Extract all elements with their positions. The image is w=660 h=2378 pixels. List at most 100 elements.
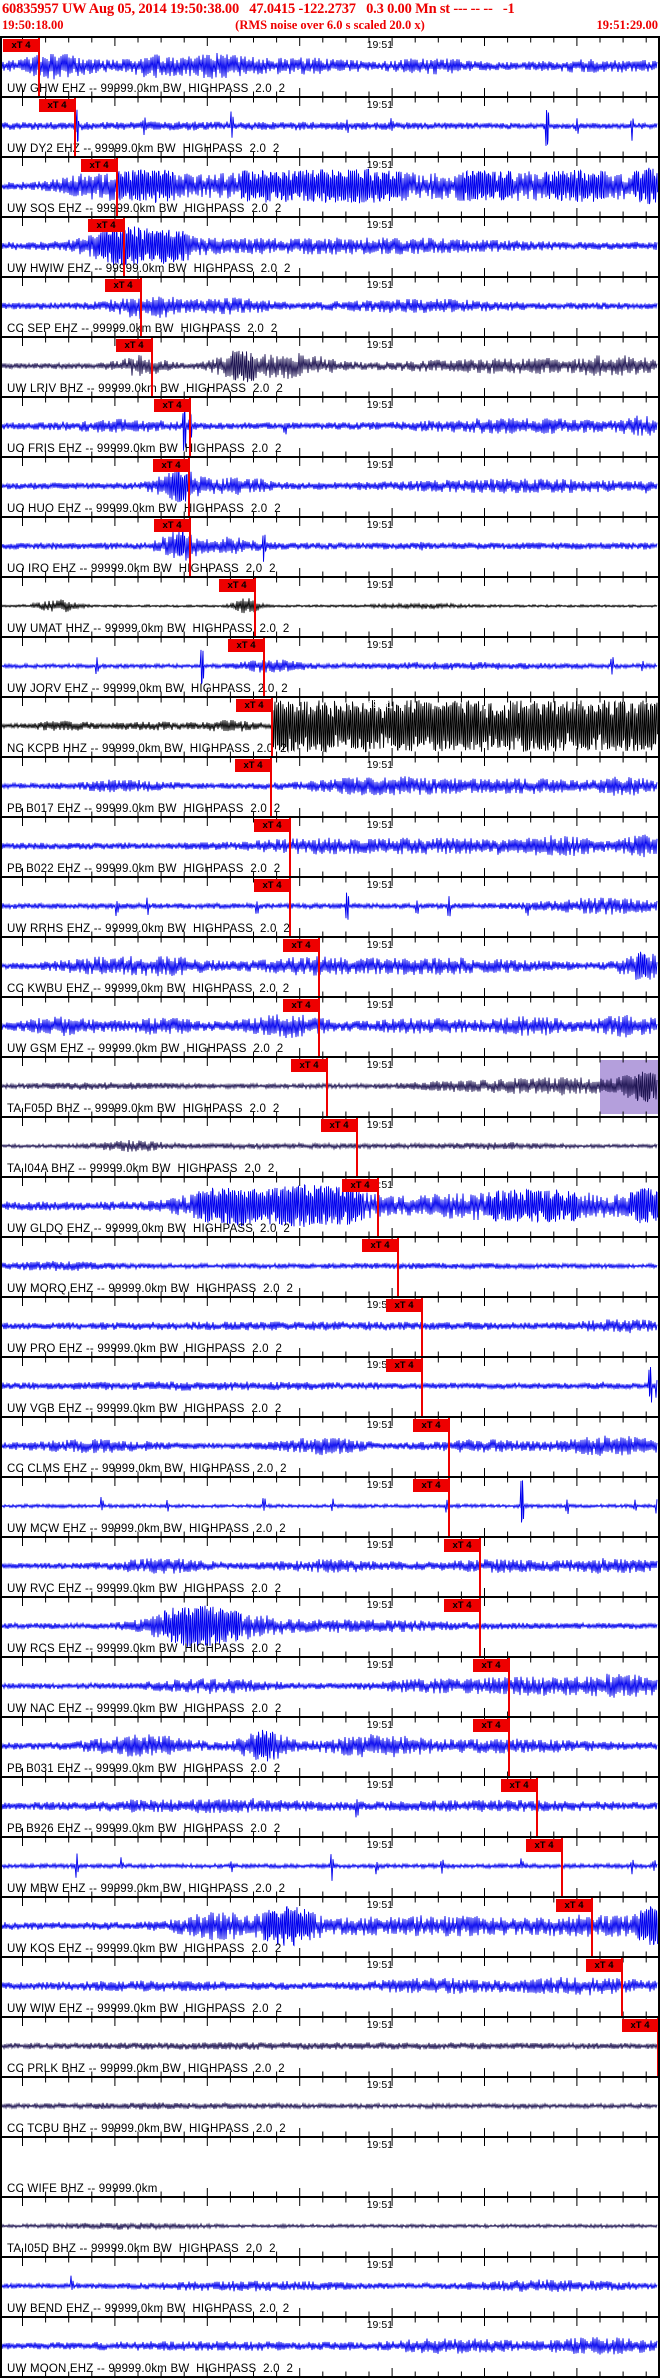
waveform[interactable] bbox=[2, 338, 658, 396]
waveform[interactable] bbox=[2, 1778, 658, 1836]
trace-row[interactable]: 19:51 UO FRIS EHZ -- 99999.0km BW HIGHPAS… bbox=[2, 396, 658, 456]
pick-flag[interactable]: xT 4 bbox=[386, 1359, 422, 1372]
pick-flag[interactable]: xT 4 bbox=[154, 519, 190, 532]
pick-flag[interactable]: xT 4 bbox=[444, 1599, 480, 1612]
waveform[interactable] bbox=[2, 38, 658, 96]
trace-row[interactable]: 19:51 UW MBW EHZ -- 99999.0km BW HIGHPASS… bbox=[2, 1836, 658, 1896]
trace-row[interactable]: 19:51 TA I05D BHZ -- 99999.0km BW HIGHPAS… bbox=[2, 2196, 658, 2256]
trace-row[interactable]: 19:51 UW MORQ EHZ -- 99999.0km BW HIGHPAS… bbox=[2, 1236, 658, 1296]
pick-flag[interactable]: xT 4 bbox=[254, 879, 290, 892]
trace-row[interactable]: 19:51 UW MCW EHZ -- 99999.0km BW HIGHPASS… bbox=[2, 1476, 658, 1536]
pick-flag[interactable]: xT 4 bbox=[228, 639, 264, 652]
trace-row[interactable]: 19:51 CC TCBU BHZ -- 99999.0km BW HIGHPAS… bbox=[2, 2076, 658, 2136]
waveform[interactable] bbox=[2, 998, 658, 1056]
waveform[interactable] bbox=[2, 218, 658, 276]
waveform[interactable] bbox=[2, 2018, 658, 2076]
trace-row[interactable]: 19:51 UW SOS EHZ -- 99999.0km BW HIGHPASS… bbox=[2, 156, 658, 216]
waveform[interactable] bbox=[2, 1838, 658, 1896]
waveform[interactable] bbox=[2, 1418, 658, 1476]
trace-row[interactable]: 19:51 PB B022 EHZ -- 99999.0km BW HIGHPAS… bbox=[2, 816, 658, 876]
trace-row[interactable]: 19:51 UW WIW EHZ -- 99999.0km BW HIGHPASS… bbox=[2, 1956, 658, 2016]
trace-row[interactable]: 19:51 UW PRO EHZ -- 99999.0km BW HIGHPASS… bbox=[2, 1296, 658, 1356]
trace-row[interactable]: 19:51 CC SEP EHZ -- 99999.0km BW HIGHPASS… bbox=[2, 276, 658, 336]
pick-flag[interactable]: xT 4 bbox=[291, 1059, 327, 1072]
waveform[interactable] bbox=[2, 2138, 658, 2196]
waveform[interactable] bbox=[2, 1118, 658, 1176]
trace-row[interactable]: 19:51 UO HUO EHZ -- 99999.0km BW HIGHPASS… bbox=[2, 456, 658, 516]
pick-flag[interactable]: xT 4 bbox=[386, 1299, 422, 1312]
trace-row[interactable]: 19:51 UW RVC EHZ -- 99999.0km BW HIGHPASS… bbox=[2, 1536, 658, 1596]
pick-flag[interactable]: xT 4 bbox=[219, 579, 255, 592]
pick-flag[interactable]: xT 4 bbox=[254, 819, 290, 832]
waveform[interactable] bbox=[2, 278, 658, 336]
waveform[interactable] bbox=[2, 638, 658, 696]
pick-flag[interactable]: xT 4 bbox=[235, 759, 271, 772]
waveform[interactable] bbox=[2, 1718, 658, 1776]
pick-flag[interactable]: xT 4 bbox=[283, 939, 319, 952]
waveform[interactable] bbox=[2, 2258, 658, 2316]
pick-flag[interactable]: xT 4 bbox=[154, 399, 190, 412]
waveform[interactable] bbox=[2, 758, 658, 816]
waveform[interactable] bbox=[2, 698, 658, 756]
pick-flag[interactable]: xT 4 bbox=[88, 219, 124, 232]
waveform[interactable] bbox=[2, 1538, 658, 1596]
waveform[interactable] bbox=[2, 1598, 658, 1656]
trace-row[interactable]: 19:51 UW KOS EHZ -- 99999.0km BW HIGHPASS… bbox=[2, 1896, 658, 1956]
waveform[interactable] bbox=[2, 818, 658, 876]
waveform[interactable] bbox=[2, 1058, 658, 1116]
pick-flag[interactable]: xT 4 bbox=[413, 1479, 449, 1492]
trace-row[interactable]: 19:51 UW LRIV BHZ -- 99999.0km BW HIGHPAS… bbox=[2, 336, 658, 396]
trace-row[interactable]: 19:51 NC KCPB HHZ -- 99999.0km BW HIGHPAS… bbox=[2, 696, 658, 756]
pick-flag[interactable]: xT 4 bbox=[586, 1959, 622, 1972]
pick-flag[interactable]: xT 4 bbox=[526, 1839, 562, 1852]
trace-row[interactable]: 19:51 UW GHW EHZ -- 99999.0km BW HIGHPASS… bbox=[2, 36, 658, 96]
pick-flag[interactable]: xT 4 bbox=[153, 459, 189, 472]
pick-flag[interactable]: xT 4 bbox=[362, 1239, 398, 1252]
waveform[interactable] bbox=[2, 1298, 658, 1356]
trace-row[interactable]: 19:51 UW RCS EHZ -- 99999.0km BW HIGHPASS… bbox=[2, 1596, 658, 1656]
trace-row[interactable]: 19:51 CC PRLK BHZ -- 99999.0km BW HIGHPAS… bbox=[2, 2016, 658, 2076]
trace-row[interactable]: 19:51 PB B031 EHZ -- 99999.0km BW HIGHPAS… bbox=[2, 1716, 658, 1776]
pick-flag[interactable]: xT 4 bbox=[622, 2019, 658, 2032]
trace-row[interactable]: 19:51 CC CLMS EHZ -- 99999.0km BW HIGHPAS… bbox=[2, 1416, 658, 1476]
waveform[interactable] bbox=[2, 1178, 658, 1236]
waveform[interactable] bbox=[2, 518, 658, 576]
pick-flag[interactable]: xT 4 bbox=[342, 1179, 378, 1192]
pick-flag[interactable]: xT 4 bbox=[473, 1719, 509, 1732]
trace-row[interactable]: 19:51 UW HWIW EHZ -- 99999.0km BW HIGHPAS… bbox=[2, 216, 658, 276]
trace-row[interactable]: 19:51 UW UMAT HHZ -- 99999.0km BW HIGHPAS… bbox=[2, 576, 658, 636]
pick-flag[interactable]: xT 4 bbox=[413, 1419, 449, 1432]
trace-row[interactable]: 19:51 UW DY2 EHZ -- 99999.0km BW HIGHPASS… bbox=[2, 96, 658, 156]
trace-row[interactable]: 19:51 UW BEND EHZ -- 99999.0km BW HIGHPAS… bbox=[2, 2256, 658, 2316]
waveform[interactable] bbox=[2, 1478, 658, 1536]
trace-row[interactable]: 19:51 UO IRO EHZ -- 99999.0km BW HIGHPASS… bbox=[2, 516, 658, 576]
waveform[interactable] bbox=[2, 458, 658, 516]
waveform[interactable] bbox=[2, 1898, 658, 1956]
pick-flag[interactable]: xT 4 bbox=[3, 39, 39, 52]
waveform[interactable] bbox=[2, 2318, 658, 2376]
pick-flag[interactable]: xT 4 bbox=[444, 1539, 480, 1552]
pick-flag[interactable]: xT 4 bbox=[81, 159, 117, 172]
trace-row[interactable]: 19:51 PB B926 EHZ -- 99999.0km BW HIGHPAS… bbox=[2, 1776, 658, 1836]
pick-flag[interactable]: xT 4 bbox=[473, 1659, 509, 1672]
trace-row[interactable]: 19:51 UW NAC EHZ -- 99999.0km BW HIGHPASS… bbox=[2, 1656, 658, 1716]
trace-row[interactable]: 19:51 TA I04A BHZ -- 99999.0km BW HIGHPAS… bbox=[2, 1116, 658, 1176]
trace-row[interactable]: 19:51 PB B017 EHZ -- 99999.0km BW HIGHPAS… bbox=[2, 756, 658, 816]
trace-row[interactable]: 19:51 TA F05D BHZ -- 99999.0km BW HIGHPAS… bbox=[2, 1056, 658, 1116]
trace-row[interactable]: 19:51 UW JORV EHZ -- 99999.0km BW HIGHPAS… bbox=[2, 636, 658, 696]
pick-flag[interactable]: xT 4 bbox=[556, 1899, 592, 1912]
waveform[interactable] bbox=[2, 1358, 658, 1416]
waveform[interactable] bbox=[2, 398, 658, 456]
waveform[interactable] bbox=[2, 1658, 658, 1716]
trace-row[interactable]: 19:51 CC WIFE BHZ -- 99999.0km bbox=[2, 2136, 658, 2196]
pick-flag[interactable]: xT 4 bbox=[39, 99, 75, 112]
pick-flag[interactable]: xT 4 bbox=[501, 1779, 537, 1792]
trace-row[interactable]: 19:51 UW MOON EHZ -- 99999.0km BW HIGHPAS… bbox=[2, 2316, 658, 2376]
trace-row[interactable]: 19:51 UW VGB EHZ -- 99999.0km BW HIGHPASS… bbox=[2, 1356, 658, 1416]
waveform[interactable] bbox=[2, 2078, 658, 2136]
pick-flag[interactable]: xT 4 bbox=[105, 279, 141, 292]
trace-row[interactable]: 19:51 UW GSM EHZ -- 99999.0km BW HIGHPASS… bbox=[2, 996, 658, 1056]
pick-flag[interactable]: xT 4 bbox=[236, 699, 272, 712]
waveform[interactable] bbox=[2, 1958, 658, 2016]
pick-flag[interactable]: xT 4 bbox=[283, 999, 319, 1012]
